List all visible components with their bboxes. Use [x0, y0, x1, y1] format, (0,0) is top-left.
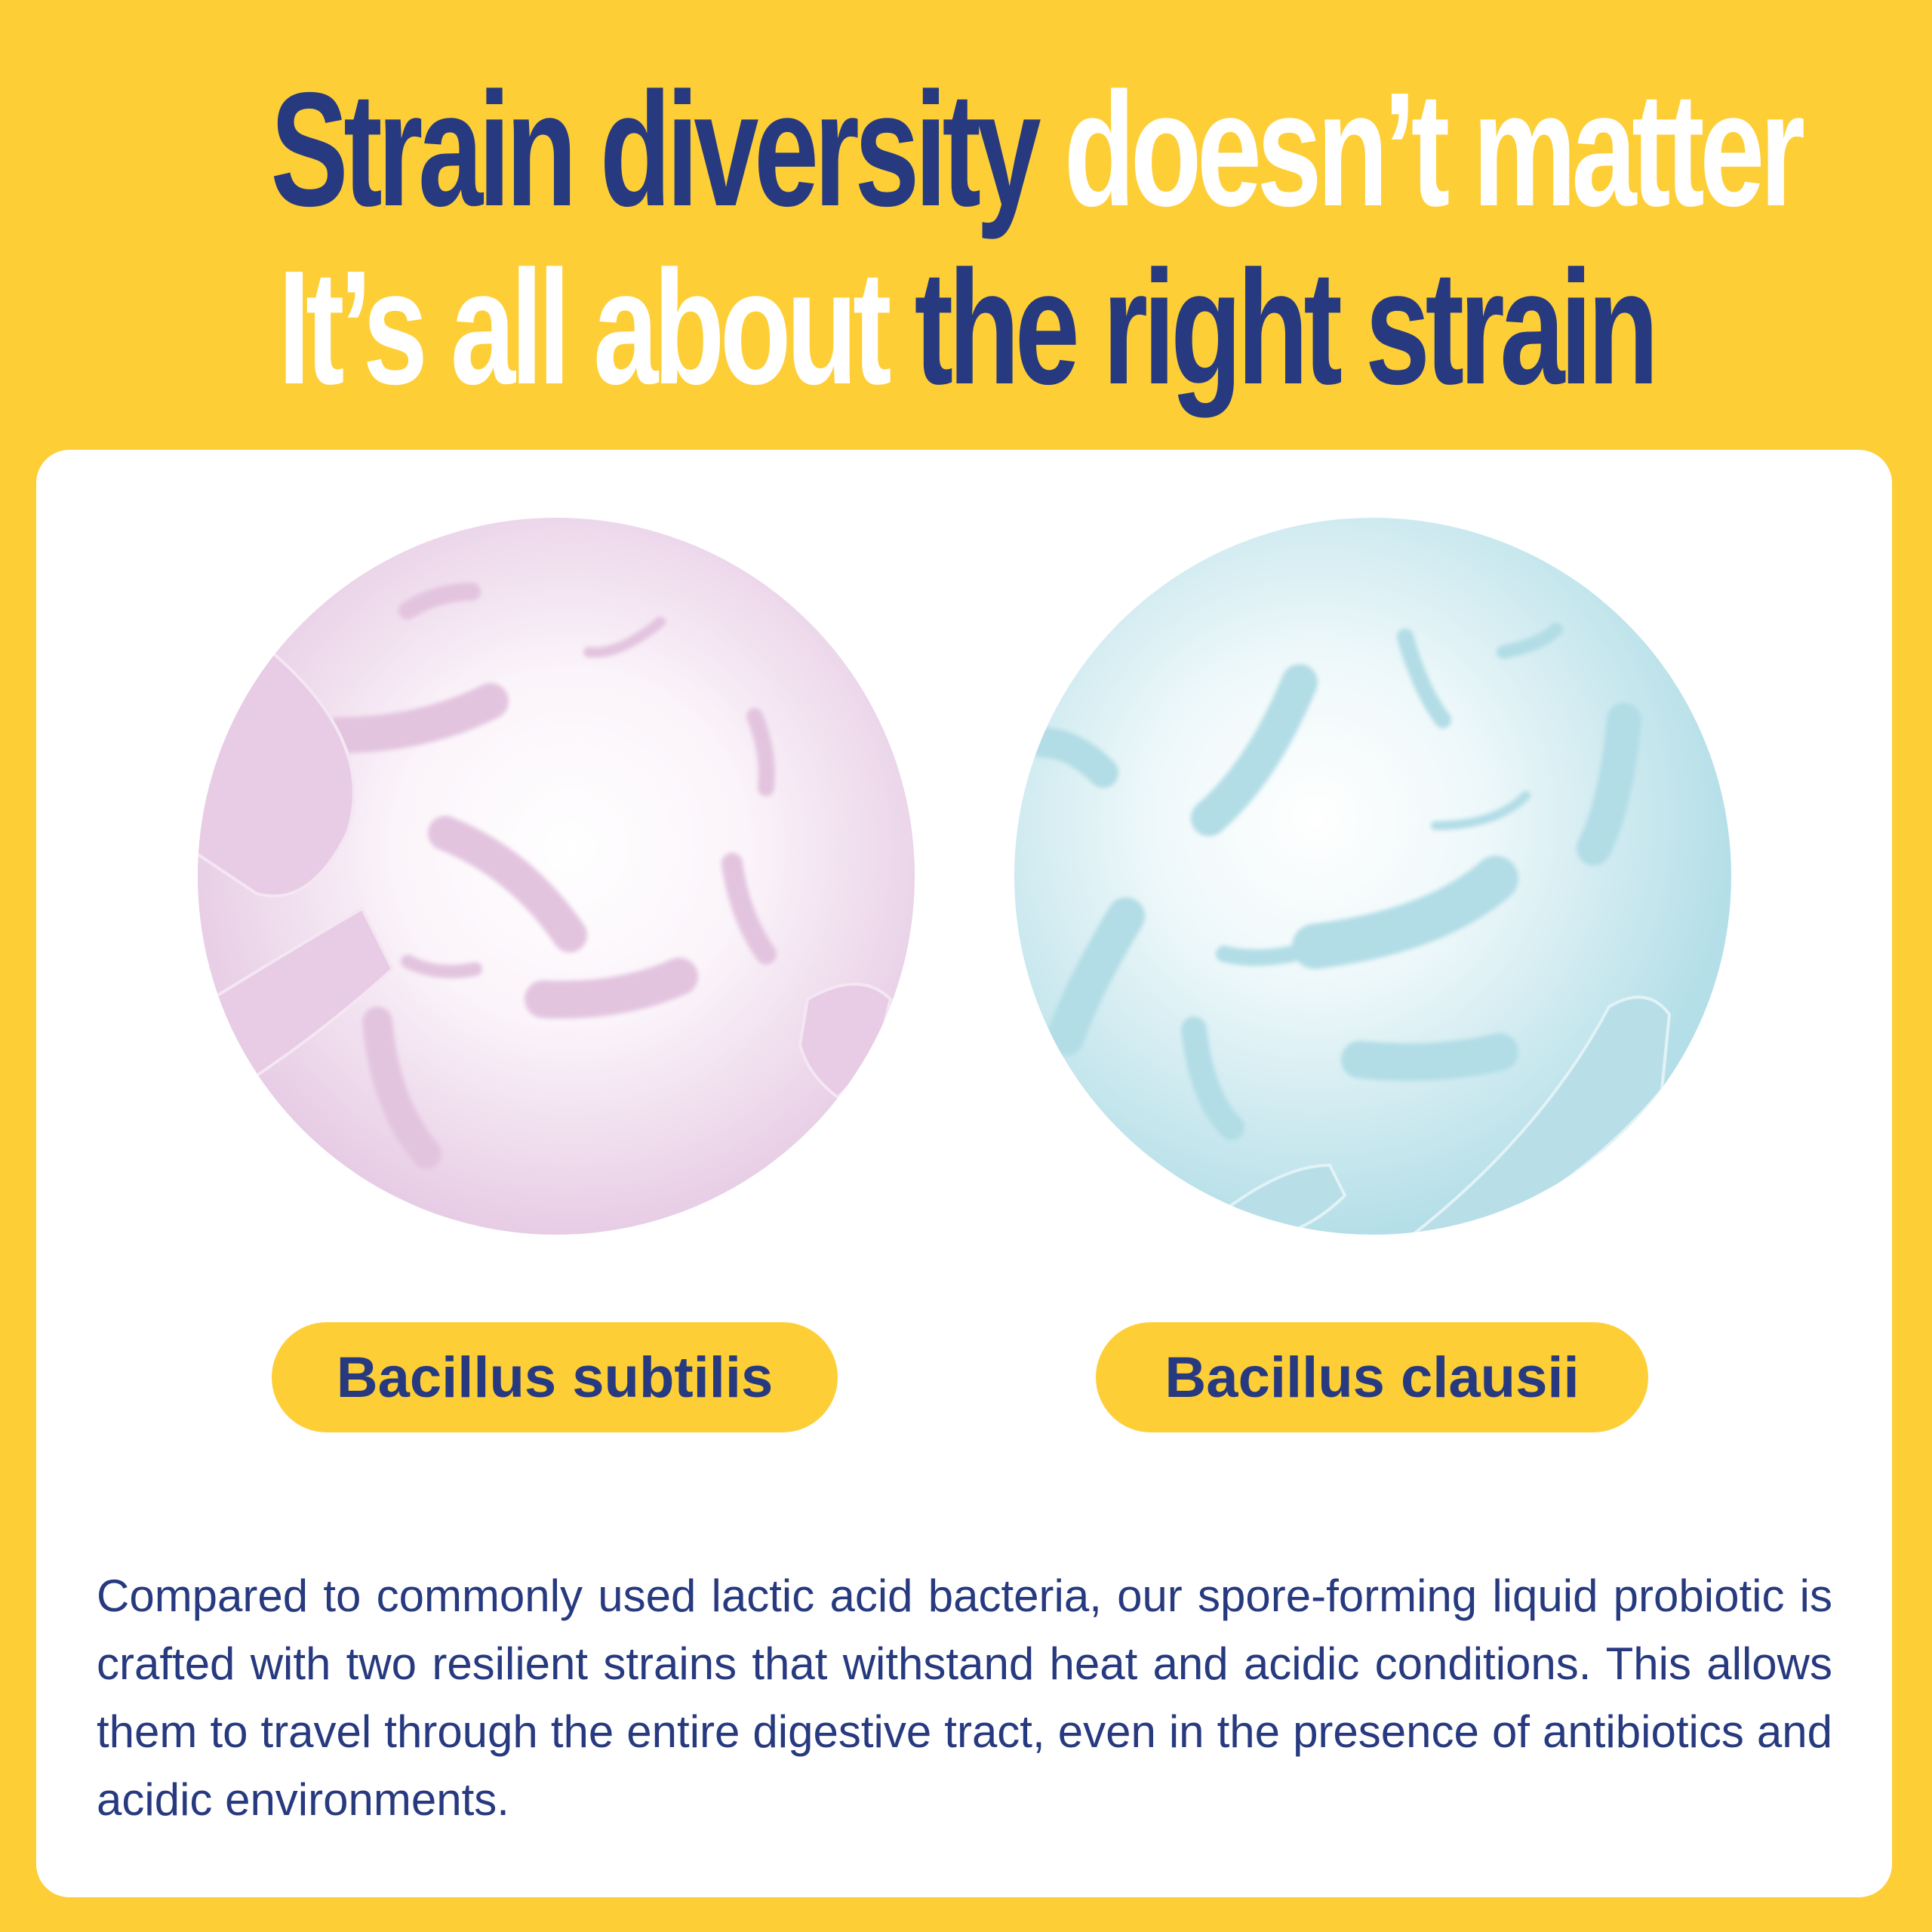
bacterium-rod	[746, 708, 775, 796]
bacillus-subtilis-illustration	[198, 518, 915, 1235]
headline-text-1: doesn’t matter	[1063, 58, 1805, 240]
bacterium-rod	[1341, 1033, 1518, 1081]
bacillus-clausii-illustration	[1014, 518, 1731, 1235]
bacterium-rod	[1047, 897, 1145, 1056]
bacterium-rod	[1028, 728, 1118, 788]
headline: Strain diversity doesn’t matter It’s all…	[270, 58, 1805, 417]
bacterium-rod	[1397, 629, 1451, 728]
bacterium-rod	[428, 816, 587, 952]
bacterium-large	[210, 906, 395, 1108]
bacterium-rod	[1191, 664, 1318, 836]
bacterium-rod	[1497, 623, 1563, 659]
bacterium-rod	[1577, 703, 1641, 866]
strain-label-clausii: Bacillus clausii	[1096, 1322, 1648, 1432]
headline-text-2: It’s all about	[278, 236, 891, 418]
bacterium-rod	[401, 955, 482, 979]
bacterium-rod	[583, 617, 666, 658]
bacterium-rod	[1431, 791, 1531, 830]
headline-emphasis-2: the right strain	[914, 236, 1659, 418]
bacterium-rod	[1216, 946, 1300, 966]
bacterium-rod	[362, 1007, 441, 1169]
headline-emphasis-1: Strain diversity	[270, 58, 1041, 240]
bacterium-rod	[321, 683, 509, 753]
headline-line-2: It’s all about the right strain	[270, 238, 1661, 417]
bacterium-rod	[1292, 856, 1518, 969]
bacterium-rod	[525, 958, 698, 1019]
bacterium-rod	[1181, 1017, 1244, 1140]
bacterium-rod	[721, 853, 777, 964]
strain-label-subtilis: Bacillus subtilis	[272, 1322, 838, 1432]
bacterium-rod	[398, 583, 481, 620]
description-text: Compared to commonly used lactic acid ba…	[97, 1571, 1832, 1825]
headline-line-1: Strain diversity doesn’t matter	[270, 58, 1805, 240]
